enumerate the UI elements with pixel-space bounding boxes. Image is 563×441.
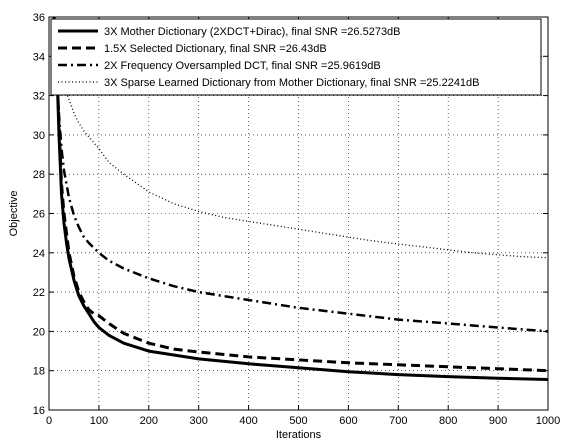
x-tick-label: 400 [239,415,257,427]
y-tick-label: 22 [33,287,45,299]
legend-entry-2: 1.5X Selected Dictionary, final SNR =26.… [104,43,327,55]
x-tick-label: 700 [389,415,407,427]
y-tick-label: 18 [33,366,45,378]
y-tick-label: 24 [33,248,45,260]
x-tick-label: 1000 [536,415,560,427]
x-tick-label: 0 [46,415,52,427]
legend-entry-1: 3X Mother Dictionary (2XDCT+Dirac), fina… [104,26,401,38]
y-tick-label: 16 [33,405,45,417]
legend: 3X Mother Dictionary (2XDCT+Dirac), fina… [50,18,542,96]
y-tick-label: 26 [33,209,45,221]
y-tick-label: 34 [33,51,45,63]
tick-labels: 0 100 200 300 400 500 600 700 800 900 1000 16 18 20 22… [33,12,560,427]
x-tick-label: 500 [289,415,307,427]
x-axis-label: Iterations [276,429,322,441]
y-tick-label: 20 [33,326,45,338]
x-tick-label: 300 [190,415,208,427]
legend-entry-3: 2X Frequency Oversampled DCT, final SNR … [104,60,381,72]
series-line-4 [63,85,548,259]
series-line-2 [52,17,548,373]
x-tick-label: 800 [439,415,457,427]
legend-entry-4: 3X Sparse Learned Dictionary from Mother… [104,77,480,89]
x-tick-label: 100 [90,415,108,427]
y-tick-label: 36 [33,12,45,24]
series-lines [52,17,548,381]
y-tick-label: 30 [33,130,45,142]
x-tick-label: 600 [339,415,357,427]
series-line-1 [52,17,548,381]
y-tick-label: 28 [33,169,45,181]
grid [49,17,548,410]
y-tick-label: 32 [33,91,45,103]
x-tick-label: 200 [140,415,158,427]
legend-box [50,18,542,96]
y-axis-label: Objective [8,191,20,237]
series-line-3 [52,17,548,333]
x-tick-label: 900 [489,415,507,427]
